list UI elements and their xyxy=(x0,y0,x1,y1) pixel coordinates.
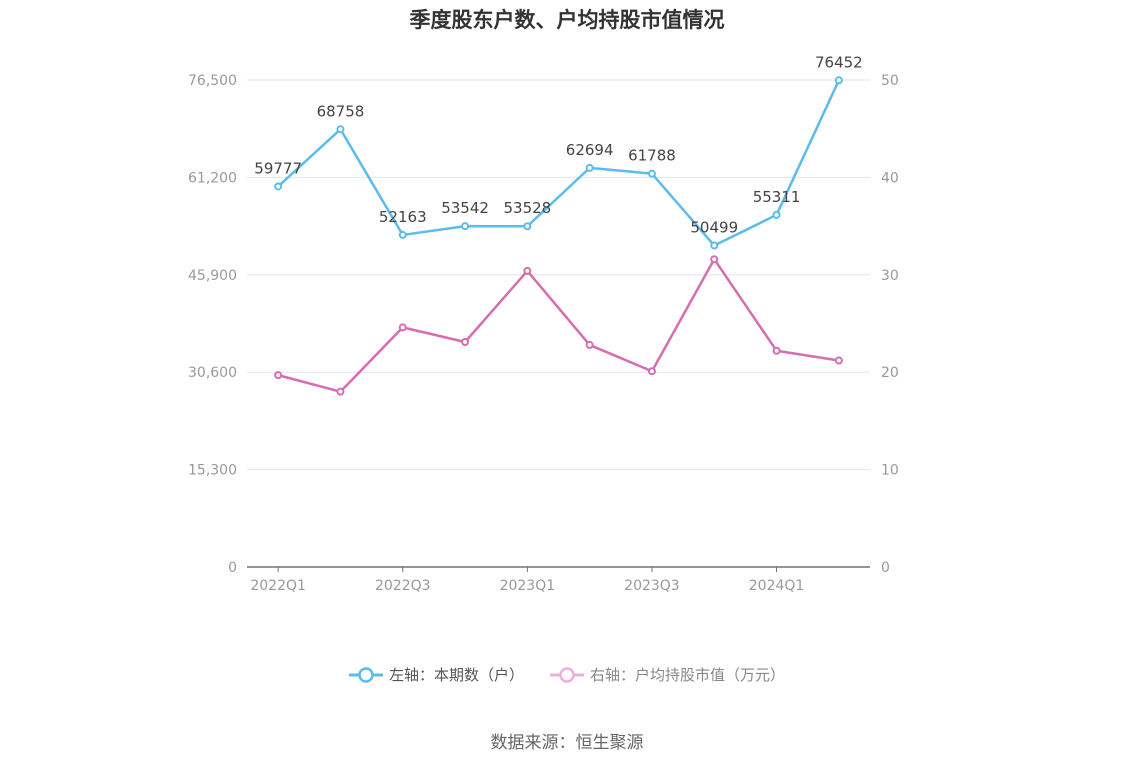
y-right-tick-label: 10 xyxy=(881,463,899,479)
data-point-left xyxy=(647,169,656,178)
data-label: 62694 xyxy=(566,141,614,159)
data-point-left xyxy=(710,241,719,250)
data-label: 52163 xyxy=(379,208,427,226)
data-label: 76452 xyxy=(815,53,863,71)
y-left-tick-label: 15,300 xyxy=(188,463,237,479)
grid-lines xyxy=(247,79,870,471)
data-point-left xyxy=(523,222,532,231)
data-label: 68758 xyxy=(317,102,365,120)
legend-item-left-axis[interactable]: 左轴：本期数（户） xyxy=(348,664,524,685)
data-point-left xyxy=(398,230,407,239)
data-point-left xyxy=(274,182,283,191)
y-left-tick-label: 61,200 xyxy=(188,170,237,186)
data-labels: 59777 68758 52163 53542 53528 62694 61788 50499… xyxy=(254,53,862,236)
data-point-left xyxy=(585,163,594,172)
x-tick-label: 2022Q1 xyxy=(250,578,306,594)
axes: 0 0 15,300 10 30,600 20 45,900 30 61,200 40 76,500… xyxy=(188,73,899,594)
y-right-tick-label: 0 xyxy=(881,560,890,576)
data-label: 59777 xyxy=(254,159,302,177)
y-left-tick-label: 0 xyxy=(228,560,237,576)
legend-label-right: 右轴：户均持股市值（万元） xyxy=(590,666,786,684)
x-tick-label: 2023Q3 xyxy=(624,578,680,594)
data-point-right xyxy=(585,340,594,349)
source-note: 数据来源：恒生聚源 xyxy=(490,733,644,753)
y-left-tick-label: 76,500 xyxy=(188,73,237,89)
series-line-right xyxy=(277,257,840,393)
y-left-tick-label: 30,600 xyxy=(188,365,237,381)
data-label: 53542 xyxy=(441,199,489,217)
data-point-right xyxy=(647,367,656,376)
data-point-left xyxy=(336,125,345,134)
data-label: 50499 xyxy=(690,219,738,237)
data-point-left xyxy=(834,76,843,85)
y-left-tick-label: 45,900 xyxy=(188,268,237,284)
data-point-left xyxy=(461,222,470,231)
data-point-right xyxy=(710,255,719,264)
data-point-left xyxy=(772,210,781,219)
data-point-right xyxy=(274,371,283,380)
data-point-right xyxy=(461,338,470,347)
data-label: 55311 xyxy=(753,188,801,206)
x-tick-label: 2022Q3 xyxy=(375,578,431,594)
legend-marker-icon xyxy=(550,666,584,683)
data-label: 53528 xyxy=(503,199,551,217)
legend-label-left: 左轴：本期数（户） xyxy=(388,666,524,684)
legend: 左轴：本期数（户） 右轴：户均持股市值（万元） xyxy=(0,664,1134,685)
data-point-right xyxy=(772,346,781,355)
y-right-tick-label: 20 xyxy=(881,365,899,381)
data-label: 61788 xyxy=(628,147,676,165)
y-right-tick-label: 30 xyxy=(881,268,899,284)
y-right-tick-label: 40 xyxy=(881,170,899,186)
chart-title: 季度股东户数、户均持股市值情况 xyxy=(409,8,725,32)
data-point-right xyxy=(398,323,407,332)
data-point-right xyxy=(523,266,532,275)
y-right-tick-label: 50 xyxy=(881,73,899,89)
data-point-right xyxy=(336,387,345,396)
series xyxy=(274,76,843,396)
series-line-left xyxy=(277,79,840,247)
x-tick-label: 2024Q1 xyxy=(749,578,805,594)
x-tick-label: 2023Q1 xyxy=(500,578,556,594)
legend-item-right-axis[interactable]: 右轴：户均持股市值（万元） xyxy=(550,664,785,685)
legend-marker-icon xyxy=(348,666,383,683)
data-point-right xyxy=(834,356,843,365)
